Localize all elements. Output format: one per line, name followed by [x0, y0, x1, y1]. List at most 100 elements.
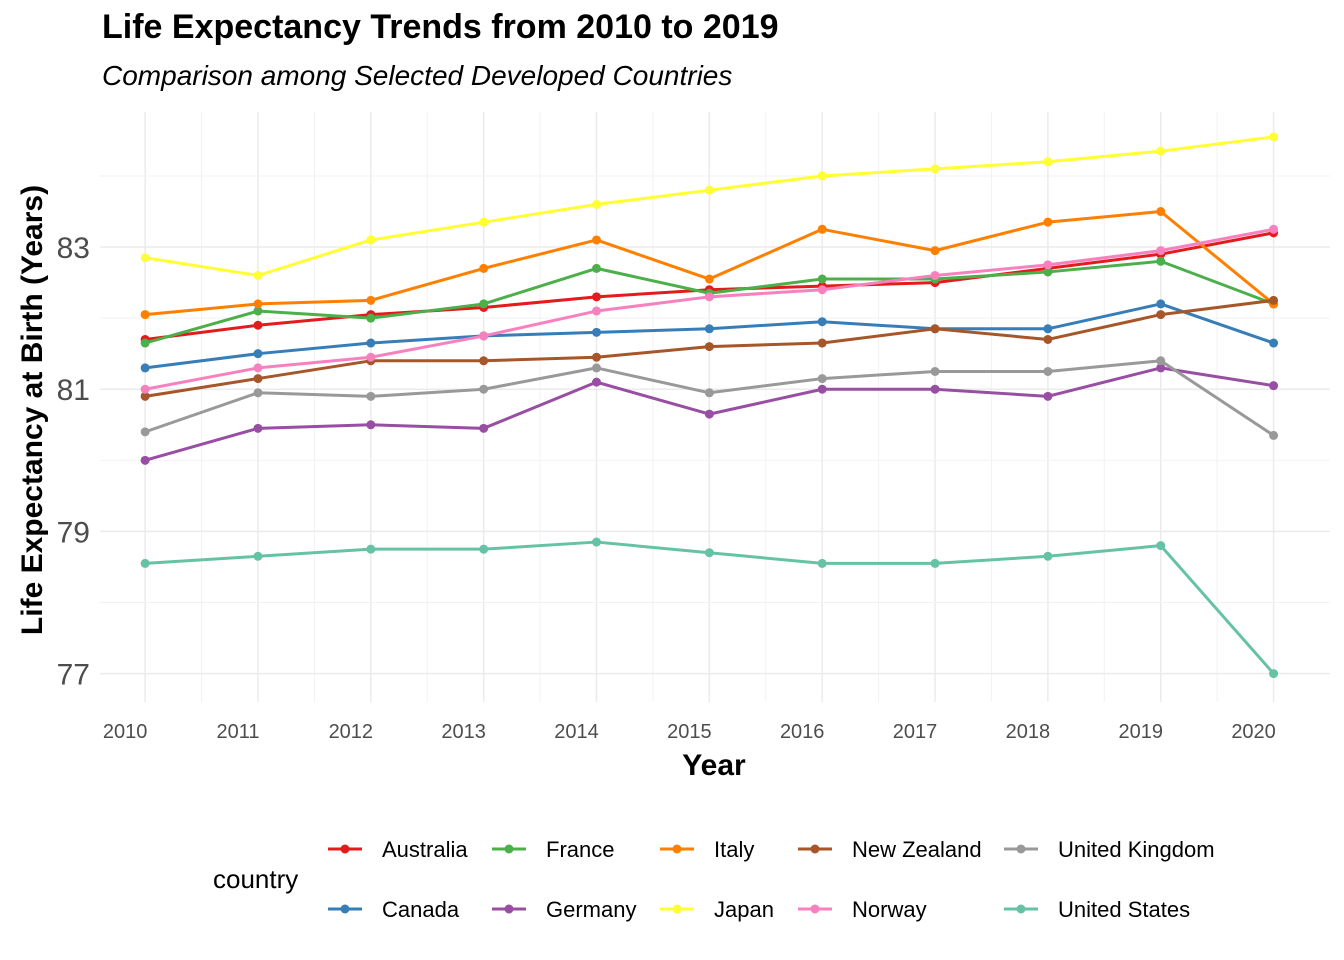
x-tick-label: 2013	[441, 721, 486, 743]
data-point-new-zealand	[817, 338, 827, 348]
legend-item-germany: Germany	[492, 897, 636, 922]
data-point-united-kingdom	[253, 388, 263, 398]
series-united-kingdom	[140, 356, 1279, 440]
data-point-canada	[1156, 299, 1166, 309]
legend-key-point	[810, 844, 820, 854]
data-point-italy	[592, 235, 602, 245]
data-point-germany	[479, 423, 489, 433]
data-point-canada	[1269, 338, 1279, 348]
legend-key-point	[1016, 904, 1026, 914]
data-point-new-zealand	[1043, 334, 1053, 344]
data-point-united-kingdom	[140, 427, 150, 437]
data-point-united-states	[479, 544, 489, 554]
x-tick-label: 2014	[554, 721, 599, 743]
series-lines	[140, 132, 1279, 679]
x-tick-label: 2012	[329, 721, 374, 743]
x-tick-label: 2016	[780, 721, 825, 743]
data-point-new-zealand	[704, 342, 714, 352]
data-point-united-kingdom	[817, 374, 827, 384]
legend-label: Japan	[714, 897, 774, 922]
data-point-norway	[253, 363, 263, 373]
data-point-italy	[253, 299, 263, 309]
data-point-norway	[1156, 246, 1166, 256]
data-point-germany	[1156, 363, 1166, 373]
data-point-united-states	[1156, 541, 1166, 551]
x-tick-label: 2017	[893, 721, 938, 743]
data-point-united-kingdom	[930, 366, 940, 376]
x-tick-label: 2011	[216, 721, 259, 743]
legend-item-australia: Australia	[328, 837, 468, 862]
data-point-italy	[1043, 217, 1053, 227]
data-point-italy	[366, 295, 376, 305]
y-axis-ticks: 77 79 81 83	[57, 232, 90, 692]
grid-lines	[100, 112, 1330, 702]
data-point-united-kingdom	[1043, 366, 1053, 376]
data-point-japan	[930, 164, 940, 174]
x-axis-ticks: 2010 2011 2012 2013 2014 2015 2016 2017 2018 2019…	[103, 721, 1276, 743]
y-tick-label: 77	[57, 659, 90, 692]
data-point-new-zealand	[1156, 310, 1166, 320]
legend-item-italy: Italy	[660, 837, 754, 862]
data-point-germany	[140, 455, 150, 465]
series-italy	[140, 207, 1279, 320]
data-point-japan	[1269, 132, 1279, 142]
data-point-norway	[704, 292, 714, 302]
legend-label: United Kingdom	[1058, 837, 1215, 862]
x-tick-label: 2010	[103, 721, 148, 743]
data-point-united-states	[817, 558, 827, 568]
y-tick-label: 81	[57, 374, 90, 407]
legend-label: France	[546, 837, 614, 862]
x-tick-label: 2020	[1231, 721, 1276, 743]
legend-label: Norway	[852, 897, 927, 922]
data-point-france	[1156, 256, 1166, 266]
data-point-canada	[1043, 324, 1053, 334]
data-point-france	[479, 299, 489, 309]
data-point-italy	[1156, 207, 1166, 217]
y-axis-title: Life Expectancy at Birth (Years)	[16, 185, 49, 635]
legend-item-norway: Norway	[798, 897, 927, 922]
data-point-france	[817, 274, 827, 284]
legend-item-france: France	[492, 837, 614, 862]
legend-item-united-kingdom: United Kingdom	[1004, 837, 1215, 862]
data-point-germany	[930, 384, 940, 394]
data-point-australia	[592, 292, 602, 302]
legend-key-point	[340, 844, 350, 854]
legend-key-point	[672, 904, 682, 914]
legend-key-point	[810, 904, 820, 914]
x-tick-label: 2018	[1006, 721, 1051, 743]
data-point-canada	[817, 317, 827, 327]
data-point-united-kingdom	[704, 388, 714, 398]
data-point-norway	[592, 306, 602, 316]
data-point-japan	[366, 235, 376, 245]
data-point-new-zealand	[1269, 295, 1279, 305]
data-point-united-kingdom	[479, 384, 489, 394]
legend-item-new-zealand: New Zealand	[798, 837, 982, 862]
data-point-germany	[253, 423, 263, 433]
series-germany	[140, 363, 1279, 465]
chart-subtitle: Comparison among Selected Developed Coun…	[102, 60, 733, 91]
legend-label: Canada	[382, 897, 460, 922]
data-point-germany	[1269, 381, 1279, 391]
data-point-canada	[366, 338, 376, 348]
legend-label: Australia	[382, 837, 468, 862]
data-point-united-kingdom	[592, 363, 602, 373]
data-point-japan	[1156, 146, 1166, 156]
data-point-norway	[1269, 224, 1279, 234]
chart-title: Life Expectancy Trends from 2010 to 2019	[102, 8, 779, 46]
legend-key-point	[672, 844, 682, 854]
data-point-norway	[479, 331, 489, 341]
data-point-new-zealand	[930, 324, 940, 334]
data-point-new-zealand	[479, 356, 489, 366]
data-point-norway	[817, 285, 827, 295]
data-point-japan	[253, 270, 263, 280]
legend-key-point	[340, 904, 350, 914]
data-point-norway	[140, 384, 150, 394]
data-point-japan	[1043, 157, 1053, 167]
data-point-germany	[1043, 391, 1053, 401]
data-point-france	[140, 338, 150, 348]
data-point-japan	[592, 199, 602, 209]
legend-item-united-states: United States	[1004, 897, 1190, 922]
legend-key-point	[504, 904, 514, 914]
data-point-italy	[930, 246, 940, 256]
series-united-states	[140, 537, 1279, 679]
